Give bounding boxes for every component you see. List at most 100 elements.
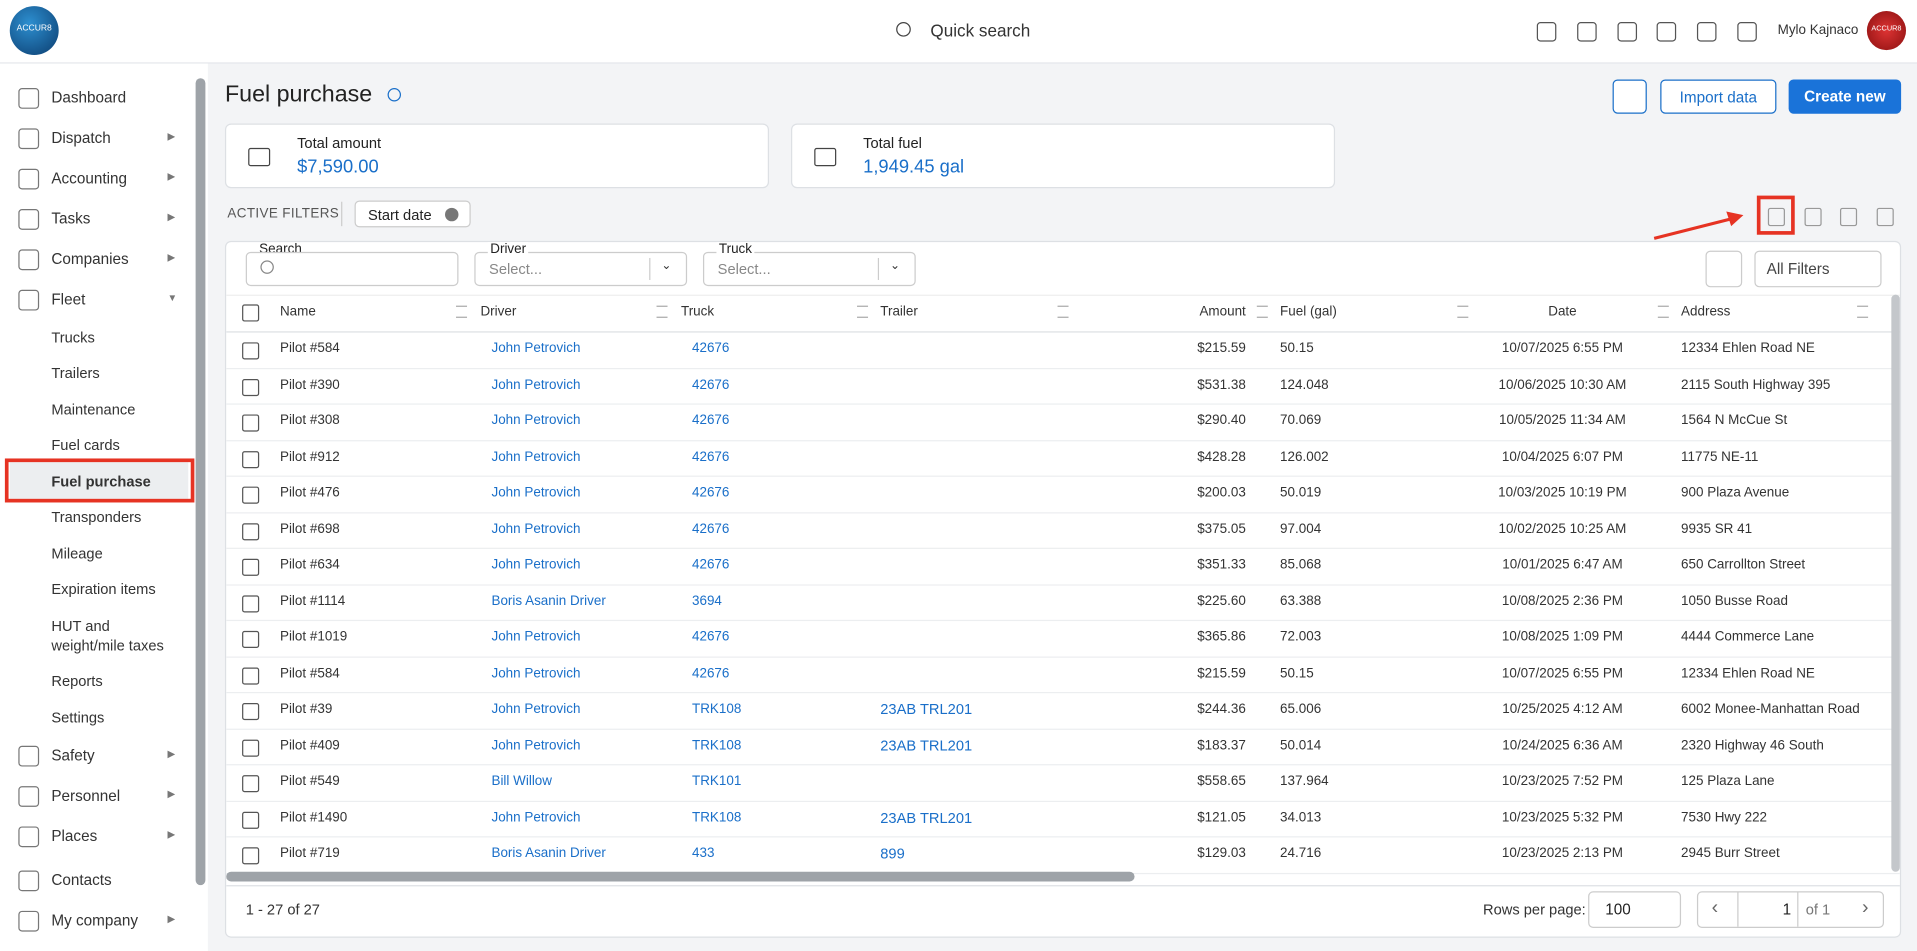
checkbox[interactable] [242,739,260,757]
nav-item[interactable]: Fleet [51,290,86,309]
avatar[interactable]: ACCUR8 [1866,11,1907,51]
cell-link[interactable]: 42676 [691,377,730,392]
cell-link[interactable]: TRK101 [691,773,742,789]
nav-item[interactable]: Safety [51,746,95,765]
cell-link[interactable]: John Petrovich [491,377,581,392]
cell-link[interactable]: 3694 [691,593,722,609]
cell-link[interactable]: Boris Asanin Driver [491,593,606,609]
nav-item[interactable]: My company [51,912,138,930]
nav-subitem[interactable]: Transponders [51,508,142,526]
nav-subitem[interactable]: Trailers [51,364,100,382]
cell-link[interactable]: John Petrovich [491,485,581,501]
column-header[interactable]: Date [1548,304,1577,320]
cell-link[interactable]: TRK108 [691,809,742,825]
cell-link[interactable]: TRK108 [691,737,742,753]
refresh-button[interactable] [1705,250,1743,288]
table-action[interactable] [1804,207,1822,227]
table-action[interactable] [1767,207,1785,227]
select-input[interactable] [474,251,688,287]
cell-link[interactable]: 42676 [691,665,730,681]
nav-subitem[interactable]: Fuel cards [51,436,120,454]
toolbar-icon[interactable] [1737,22,1757,42]
all-filters[interactable]: All Filters [1754,250,1882,288]
cell-link[interactable]: Bill Willow [491,773,552,789]
cell-link[interactable]: John Petrovich [491,449,581,464]
column-header[interactable]: Trailer [880,304,918,320]
select-input[interactable] [702,251,916,287]
toolbar-icon[interactable] [1696,22,1717,42]
user-name[interactable]: Mylo Kajnaco [1777,23,1859,38]
search-input[interactable] [245,251,459,287]
page-next[interactable]: › [1861,897,1869,919]
cell-link[interactable]: John Petrovich [491,341,581,356]
toolbar-icon[interactable] [1577,22,1597,42]
cell-link[interactable]: John Petrovich [491,521,581,537]
create-button[interactable]: Create new [1788,79,1902,114]
sort-icon[interactable] [1256,305,1268,318]
nav-subitem[interactable]: Fuel purchase [51,472,151,490]
nav-subitem[interactable]: HUT and weight/mile taxes [51,616,164,654]
nav-subitem[interactable]: Trucks [51,328,95,346]
nav-subitem[interactable]: Expiration items [51,580,156,598]
cell-link[interactable]: John Petrovich [491,629,581,645]
cell-link[interactable]: 23AB TRL201 [880,808,973,826]
sort-icon[interactable] [1457,305,1469,318]
chip-remove[interactable] [445,207,459,222]
checkbox[interactable] [242,414,260,432]
nav-item[interactable]: Accounting [51,169,127,188]
checkbox[interactable] [242,450,260,468]
checkbox[interactable] [242,811,260,829]
chart-button[interactable] [1612,79,1647,114]
checkbox[interactable] [242,775,260,793]
nav-item[interactable]: Contacts [51,871,112,889]
column-header[interactable]: Address [1681,304,1731,320]
column-header[interactable]: Fuel (gal) [1280,304,1337,320]
cell-link[interactable]: John Petrovich [491,413,581,428]
toolbar-icon[interactable] [1536,22,1557,42]
sort-icon[interactable] [456,305,468,318]
checkbox[interactable] [242,378,260,396]
cell-link[interactable]: 42676 [691,557,730,573]
cell-link[interactable]: 42676 [691,413,730,428]
checkbox[interactable] [242,342,260,360]
cell-link[interactable]: 899 [880,844,905,862]
checkbox[interactable] [242,558,260,576]
nav-subitem[interactable]: Maintenance [51,400,136,418]
sort-icon[interactable] [656,305,668,318]
checkbox[interactable] [242,702,260,721]
filter-chip[interactable]: Start date [354,200,471,228]
checkbox[interactable] [242,304,260,322]
h-scrollbar[interactable] [226,871,1135,882]
cell-link[interactable]: John Petrovich [491,557,581,573]
toolbar-icon[interactable] [1656,22,1677,42]
column-header[interactable]: Truck [680,304,715,320]
sort-icon[interactable] [1657,305,1669,318]
checkbox[interactable] [242,594,260,612]
nav-item[interactable]: Dashboard [51,89,127,107]
checkbox[interactable] [242,486,260,504]
nav-item[interactable]: Personnel [51,787,121,805]
page-prev[interactable]: ‹ [1711,897,1719,919]
nav-subitem[interactable]: Settings [51,708,105,726]
cell-link[interactable]: 42676 [691,629,730,645]
checkbox[interactable] [242,847,260,865]
cell-link[interactable]: TRK108 [691,701,742,717]
quick-search[interactable]: Quick search [930,20,1031,41]
cell-link[interactable]: 42676 [691,485,730,501]
v-scrollbar[interactable] [1891,294,1900,872]
nav-item[interactable]: Places [51,827,98,845]
page-input[interactable] [1737,892,1799,927]
table-action[interactable] [1839,207,1858,227]
cell-link[interactable]: 23AB TRL201 [880,736,973,754]
cell-link[interactable]: John Petrovich [491,737,581,753]
nav-item[interactable]: Dispatch [51,129,111,147]
nav-subitem[interactable]: Mileage [51,544,103,562]
pager[interactable]: 1 of 1 ‹ › [1696,891,1884,928]
logo[interactable]: ACCUR8 [9,6,59,56]
cell-link[interactable]: 42676 [691,341,730,356]
column-header[interactable]: Driver [480,304,517,320]
nav-subitem[interactable]: Reports [51,672,103,690]
checkbox[interactable] [242,666,260,685]
cell-link[interactable]: John Petrovich [491,665,581,681]
nav-item[interactable]: Companies [51,250,129,268]
